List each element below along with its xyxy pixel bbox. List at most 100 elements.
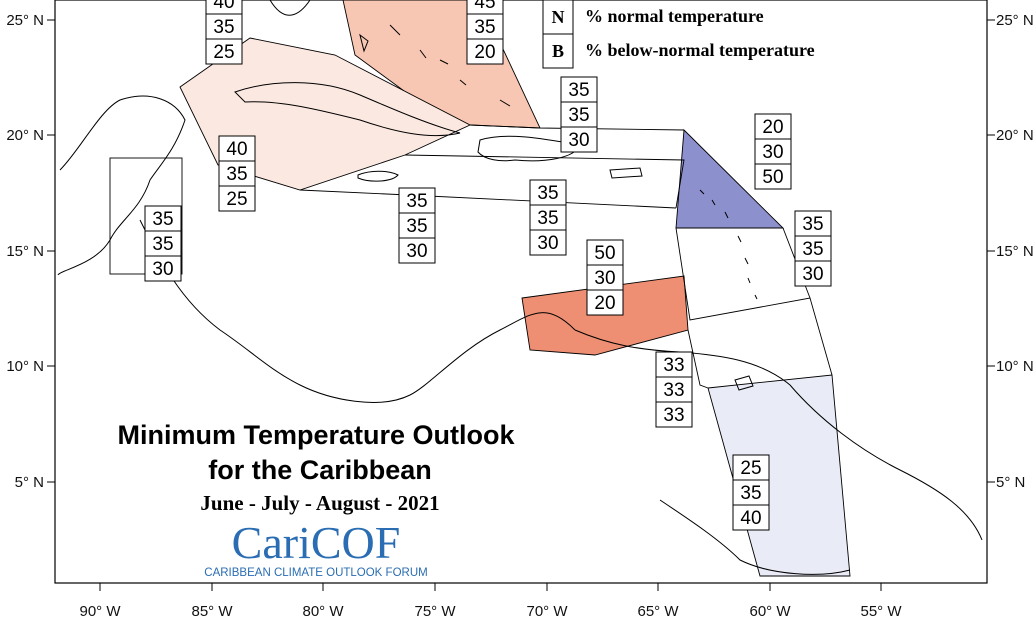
zone-value: 35 — [802, 214, 823, 235]
caricof-logo: CariCOF CARIBBEAN CLIMATE OUTLOOK FORUM — [204, 517, 427, 579]
zone-box-cell — [794, 235, 832, 262]
lon-label-80: 80° W — [302, 603, 344, 620]
lat-label-15: 15° N — [6, 243, 44, 260]
zone-box-cell — [144, 230, 182, 257]
zone-box-1: 40 35 25 — [205, 0, 243, 65]
title-line-2: for the Caribbean — [208, 455, 432, 485]
zone-value: 35 — [152, 209, 173, 230]
zone-box-3: 40 35 25 — [218, 135, 256, 212]
zone-box-cell — [655, 401, 693, 428]
lat-label-10: 10° N — [6, 358, 44, 375]
zone-value: 35 — [406, 216, 427, 237]
zone-box-cell — [529, 179, 567, 206]
zone-value: 35 — [226, 164, 247, 185]
zone-value: 35 — [802, 239, 823, 260]
zone-box-cell — [794, 260, 832, 287]
zone-box-cell — [754, 138, 792, 165]
zone-value: 30 — [537, 233, 558, 254]
zone-box-11: 33 33 33 — [655, 351, 693, 428]
zone-box-2: 45 35 20 — [466, 0, 504, 65]
logo-wordmark: CariCOF — [232, 517, 401, 568]
legend-letter-b: B — [552, 41, 564, 61]
map-title: Minimum Temperature Outlook for the Cari… — [117, 420, 515, 515]
lon-label-55: 55° W — [860, 603, 902, 620]
zone-value: 45 — [474, 0, 495, 13]
zone-box-cell — [529, 204, 567, 231]
zone-value: 35 — [537, 183, 558, 204]
lon-label-85: 85° W — [191, 603, 233, 620]
zone-box-cell — [586, 289, 624, 316]
zone-leeward-shade — [675, 129, 785, 229]
zone-value: 33 — [663, 380, 684, 401]
legend-text-below: % below-normal temperature — [585, 40, 815, 60]
zone-box-cell — [466, 38, 504, 65]
zone-value: 25 — [226, 189, 247, 210]
lat-label-right-10: 10° N — [996, 358, 1034, 375]
lat-label-right-5: 5° N — [996, 474, 1025, 491]
zone-value: 35 — [740, 483, 761, 504]
zone-value: 35 — [568, 80, 589, 101]
zone-box-6: 35 35 30 — [529, 179, 567, 256]
zone-box-cell — [655, 376, 693, 403]
lat-label-5: 5° N — [15, 474, 44, 491]
lon-label-90: 90° W — [79, 603, 121, 620]
zone-value: 35 — [152, 234, 173, 255]
zone-value: 20 — [762, 117, 783, 138]
zone-box-cell — [560, 101, 598, 128]
zone-value: 33 — [663, 405, 684, 426]
zone-value: 35 — [213, 17, 234, 38]
zone-value: 40 — [740, 508, 761, 529]
zone-box-cell — [655, 351, 693, 378]
zone-box-cell — [754, 113, 792, 140]
zone-box-cell — [218, 185, 256, 212]
zone-box-12: 25 35 40 — [732, 454, 770, 531]
zone-box-cell — [144, 255, 182, 282]
lon-label-60: 60° W — [749, 603, 791, 620]
zone-box-cell — [560, 126, 598, 153]
zone-box-cell — [732, 479, 770, 506]
zone-value: 30 — [594, 268, 615, 289]
zone-value: 25 — [740, 458, 761, 479]
lat-label-20: 20° N — [6, 127, 44, 144]
zone-value: 35 — [474, 17, 495, 38]
lon-label-70: 70° W — [526, 603, 568, 620]
zone-value: 30 — [762, 142, 783, 163]
zone-value: 35 — [568, 105, 589, 126]
longitude-axis: 90° W 85° W 80° W 75° W 70° W 65° W 60° … — [79, 583, 902, 620]
lat-label-right-25: 25° N — [996, 12, 1034, 29]
zone-box-cell — [794, 210, 832, 237]
zone-value: 35 — [406, 191, 427, 212]
zone-box-4: 35 35 30 — [144, 205, 182, 282]
lat-label-right-15: 15° N — [996, 243, 1034, 260]
zone-box-cell — [466, 13, 504, 40]
zone-box-cell — [586, 264, 624, 291]
zone-value: 30 — [406, 241, 427, 262]
zone-value: 40 — [226, 139, 247, 160]
latitude-axis: 25° N 20° N 15° N 10° N 5° N 25° N 20° N… — [6, 12, 1033, 491]
title-line-1: Minimum Temperature Outlook — [117, 420, 515, 450]
zone-value: 50 — [594, 243, 615, 264]
zone-box-cell — [398, 237, 436, 264]
zone-box-8: 20 30 50 — [754, 113, 792, 190]
zone-box-cell — [732, 454, 770, 481]
zone-box-cell — [205, 38, 243, 65]
zone-value: 35 — [537, 208, 558, 229]
map-frame — [54, 0, 988, 584]
zone-value: 50 — [762, 167, 783, 188]
lat-label-right-20: 20° N — [996, 127, 1034, 144]
lat-label-25: 25° N — [6, 12, 44, 29]
logo-tagline: CARIBBEAN CLIMATE OUTLOOK FORUM — [204, 567, 427, 579]
zone-box-cell — [732, 504, 770, 531]
zone-value-boxes: 4035254535204035253535303535303535303535… — [144, 0, 832, 531]
lon-label-65: 65° W — [637, 603, 679, 620]
zone-value: 40 — [213, 0, 234, 13]
zone-value: 33 — [663, 355, 684, 376]
zone-value: 20 — [594, 293, 615, 314]
zone-box-cell — [754, 163, 792, 190]
zone-box-7: 35 35 30 — [560, 76, 598, 153]
zone-box-5: 35 35 30 — [398, 187, 436, 264]
zone-box-cell — [529, 229, 567, 256]
zone-box-cell — [205, 13, 243, 40]
zone-box-9: 35 35 30 — [794, 210, 832, 287]
